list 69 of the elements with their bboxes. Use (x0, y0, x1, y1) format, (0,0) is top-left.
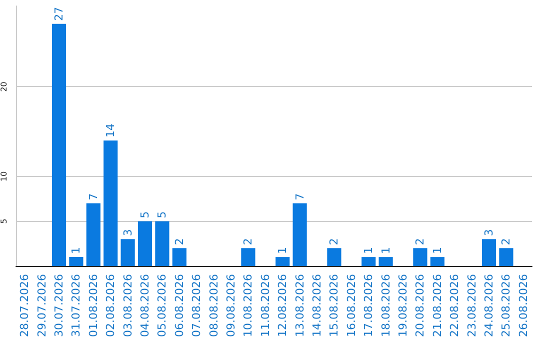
data-label: 3 (121, 229, 134, 236)
data-label: 1 (430, 247, 444, 254)
bar (241, 248, 256, 266)
bar (52, 24, 66, 266)
x-tick-label: 03.08.2026 (121, 274, 134, 338)
data-label: 1 (379, 247, 392, 254)
x-tick-label: 22.08.2026 (448, 274, 462, 338)
x-tick-label: 08.08.2026 (207, 274, 220, 338)
bar (120, 239, 135, 266)
bar (430, 257, 444, 266)
x-tick-label: 29.07.2026 (35, 274, 48, 338)
x-tick-label: 25.08.2026 (500, 274, 513, 338)
bar (413, 248, 428, 266)
bar (362, 257, 376, 266)
x-tick-label: 21.08.2026 (430, 274, 444, 338)
x-tick-label: 17.08.2026 (362, 274, 376, 338)
x-tick-label: 05.08.2026 (156, 274, 169, 338)
bar (276, 257, 290, 266)
x-tick-label: 31.07.2026 (70, 274, 83, 338)
x-tick-label: 07.08.2026 (190, 274, 204, 338)
bar (292, 203, 307, 266)
x-tick-label: 24.08.2026 (482, 274, 496, 338)
x-tick-label: 23.08.2026 (465, 274, 478, 338)
bar (499, 248, 514, 266)
bar (138, 221, 152, 266)
data-label: 1 (276, 247, 290, 254)
x-tick-label: 10.08.2026 (242, 274, 255, 338)
data-label: 3 (482, 229, 496, 236)
bar (104, 140, 118, 266)
data-label: 2 (172, 238, 186, 246)
x-tick-label: 15.08.2026 (328, 274, 341, 338)
y-tick-label: 5 (0, 218, 8, 224)
x-tick-label: 06.08.2026 (172, 274, 186, 338)
bar (327, 248, 342, 266)
x-tick-label: 20.08.2026 (414, 274, 427, 338)
data-label: 2 (414, 238, 427, 246)
y-tick-label: 10 (0, 171, 8, 182)
x-tick-label: 28.07.2026 (18, 274, 32, 338)
data-label: 7 (86, 193, 100, 200)
x-tick-label: 04.08.2026 (138, 274, 152, 338)
bar (482, 239, 496, 266)
data-label: 14 (104, 123, 118, 138)
x-tick-label: 14.08.2026 (310, 274, 324, 338)
bar (172, 248, 186, 266)
x-tick-label: 11.08.2026 (258, 274, 272, 338)
x-tick-label: 09.08.2026 (224, 274, 238, 338)
data-label: 2 (328, 238, 341, 246)
x-tick-label: 19.08.2026 (396, 274, 410, 338)
bar (69, 257, 84, 266)
data-label: 2 (242, 238, 255, 246)
data-label: 7 (293, 193, 306, 200)
data-label: 2 (500, 238, 513, 246)
x-tick-label: 13.08.2026 (293, 274, 306, 338)
x-tick-label: 26.08.2026 (516, 274, 530, 338)
x-tick-label: 01.08.2026 (86, 274, 100, 338)
bar (378, 257, 393, 266)
data-label: 5 (138, 211, 152, 218)
bar (155, 221, 170, 266)
x-tick-label: 18.08.2026 (379, 274, 392, 338)
data-label: 27 (52, 6, 66, 21)
bar (86, 203, 100, 266)
x-tick-label: 12.08.2026 (276, 274, 290, 338)
x-tick-label: 30.07.2026 (52, 274, 66, 338)
data-label: 1 (70, 247, 83, 254)
x-tick-label: 02.08.2026 (104, 274, 118, 338)
data-label: 1 (362, 247, 376, 254)
y-tick-label: 20 (0, 82, 8, 92)
data-label: 5 (156, 211, 169, 218)
x-tick-label: 16.08.2026 (344, 274, 358, 338)
